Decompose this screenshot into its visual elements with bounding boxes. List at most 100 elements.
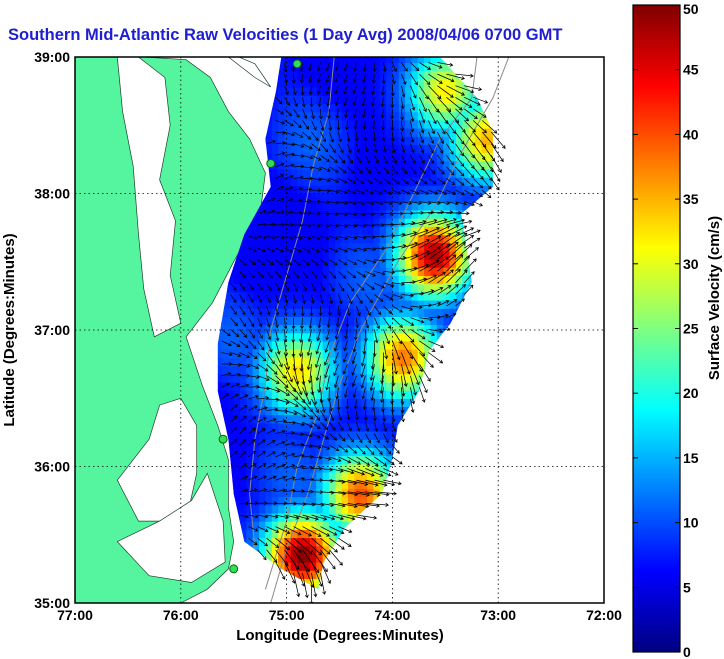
- field-cell: [271, 439, 279, 448]
- velocity-arrow: [248, 514, 259, 519]
- velocity-arrow: [372, 62, 377, 73]
- field-cell: [217, 373, 222, 383]
- field-cell: [398, 234, 406, 244]
- field-cell: [278, 218, 285, 227]
- field-cell: [297, 193, 305, 203]
- field-cell: [341, 234, 349, 244]
- velocity-arrow: [365, 259, 377, 264]
- field-cell: [278, 78, 285, 88]
- field-cell: [297, 87, 305, 96]
- velocity-arrow: [343, 62, 348, 72]
- field-cell: [398, 324, 406, 334]
- field-cell: [290, 349, 298, 358]
- field-cell: [316, 431, 324, 440]
- field-cell: [252, 529, 260, 539]
- field-cell: [290, 259, 298, 268]
- velocity-arrow: [329, 503, 346, 508]
- field-cell: [392, 193, 400, 203]
- field-cell: [443, 300, 451, 309]
- velocity-arrow: [365, 294, 373, 304]
- field-cell: [297, 332, 305, 342]
- velocity-arrow: [373, 143, 378, 153]
- field-cell: [284, 160, 292, 170]
- field-cell: [373, 357, 381, 367]
- velocity-arrow: [356, 294, 363, 305]
- field-cell: [316, 472, 324, 481]
- field-cell: [354, 177, 362, 186]
- field-cell: [284, 168, 292, 178]
- field-cell: [278, 447, 285, 457]
- field-cell: [284, 422, 292, 432]
- velocity-arrow: [365, 502, 390, 507]
- field-cell: [217, 349, 222, 358]
- field-cell: [316, 316, 324, 326]
- velocity-arrow: [266, 440, 276, 446]
- field-cell: [328, 357, 336, 367]
- velocity-arrow: [374, 270, 386, 276]
- velocity-arrow: [392, 155, 397, 164]
- field-cell: [354, 78, 362, 88]
- field-cell: [443, 201, 451, 211]
- field-cell: [328, 111, 336, 121]
- field-cell: [417, 291, 425, 301]
- field-cell: [373, 136, 381, 145]
- field-cell: [284, 365, 292, 375]
- field-cell: [297, 275, 305, 285]
- field-cell: [411, 193, 419, 203]
- field-cell: [278, 332, 285, 342]
- velocity-arrow: [257, 488, 268, 493]
- velocity-arrow: [338, 166, 347, 174]
- field-cell: [303, 226, 311, 236]
- velocity-arrow: [410, 108, 415, 123]
- field-cell: [424, 103, 431, 113]
- field-cell: [303, 95, 311, 104]
- field-cell: [265, 275, 273, 285]
- field-cell: [297, 316, 305, 326]
- field-cell: [379, 193, 387, 203]
- field-cell: [265, 455, 273, 465]
- velocity-arrow: [355, 317, 360, 329]
- field-cell: [335, 283, 343, 293]
- field-cell: [322, 529, 330, 539]
- field-cell: [379, 136, 387, 145]
- velocity-arrow: [345, 317, 350, 328]
- velocity-arrow: [310, 294, 315, 305]
- velocity-arrow: [351, 363, 357, 376]
- field-cell: [411, 357, 419, 367]
- velocity-arrow: [356, 491, 381, 497]
- velocity-arrow: [419, 227, 440, 237]
- field-cell: [367, 226, 374, 236]
- velocity-arrow: [334, 85, 339, 95]
- field-cell: [278, 553, 285, 563]
- velocity-arrow: [275, 151, 286, 156]
- field-cell: [316, 332, 324, 342]
- contour-3: [270, 57, 510, 603]
- velocity-arrow: [329, 537, 345, 550]
- field-cell: [354, 168, 362, 178]
- velocity-arrow: [284, 561, 296, 584]
- field-cell: [271, 250, 279, 260]
- velocity-arrow: [325, 85, 330, 95]
- velocity-arrow: [371, 97, 375, 107]
- field-cell: [328, 119, 336, 129]
- field-cell: [348, 185, 355, 195]
- field-cell: [297, 57, 305, 64]
- field-cell: [328, 365, 336, 375]
- field-cell: [271, 103, 279, 113]
- field-cell: [265, 234, 273, 244]
- velocity-arrow: [400, 132, 405, 143]
- velocity-arrow: [383, 189, 393, 195]
- field-cell: [233, 463, 241, 473]
- field-cell: [316, 95, 324, 104]
- velocity-arrow: [320, 433, 330, 440]
- velocity-arrow: [257, 235, 267, 240]
- field-cell: [386, 447, 393, 457]
- field-cell: [233, 332, 241, 342]
- field-cell: [405, 226, 412, 236]
- field-cell: [233, 365, 241, 375]
- field-cell: [322, 373, 330, 383]
- field-cell: [259, 381, 266, 391]
- velocity-arrow: [266, 526, 280, 533]
- field-cell: [436, 275, 444, 285]
- velocity-arrow: [455, 155, 465, 167]
